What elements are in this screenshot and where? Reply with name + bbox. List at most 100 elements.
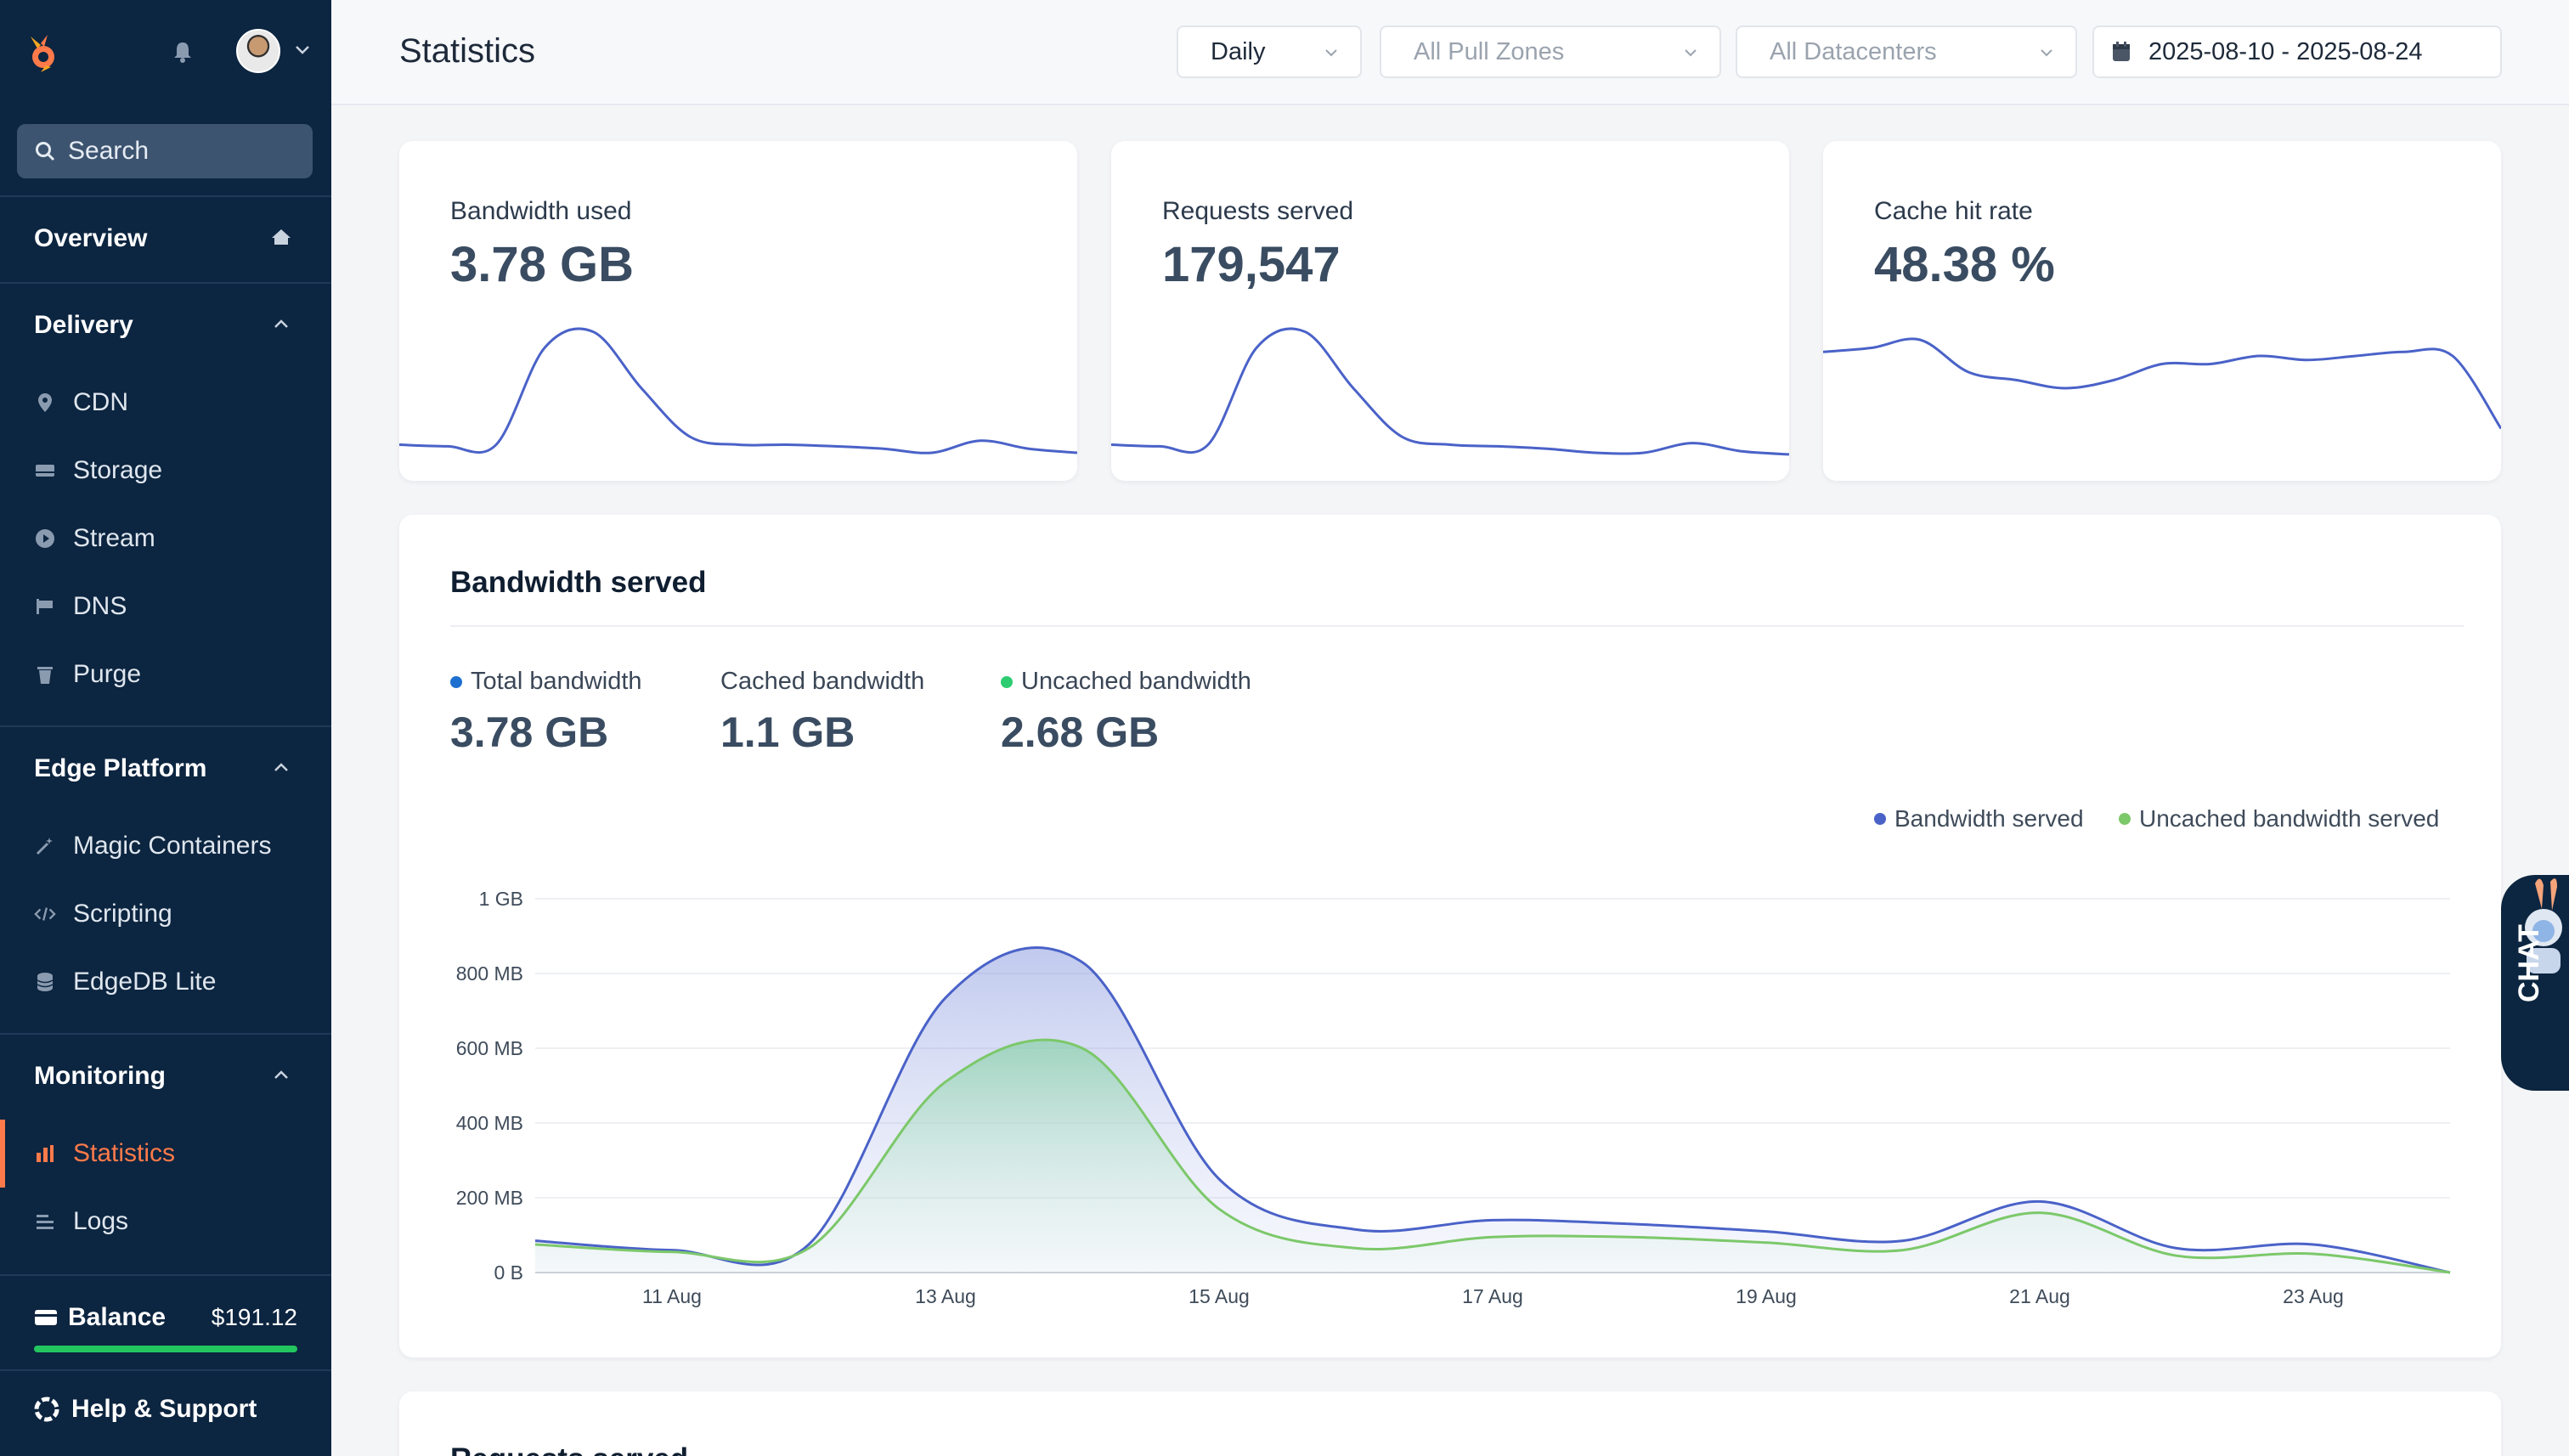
sidebar-item-edgedb-lite[interactable]: EdgeDB Lite	[34, 962, 216, 1002]
datacenters-select[interactable]: All Datacenters	[1736, 25, 2077, 78]
sidebar: Search Overview Delivery CDN Storage Str…	[0, 0, 331, 1456]
list-icon	[34, 1211, 56, 1233]
sidebar-item-label: Storage	[73, 456, 163, 484]
metric-label-row: Total bandwidth	[450, 668, 642, 696]
interval-value: Daily	[1211, 37, 1266, 65]
code-icon	[34, 903, 56, 925]
sidebar-item-dns[interactable]: DNS	[34, 586, 127, 627]
search-input[interactable]: Search	[17, 124, 313, 178]
interval-select[interactable]: Daily	[1177, 25, 1362, 78]
stat-label: Cache hit rate	[1874, 197, 2033, 225]
sidebar-item-storage[interactable]: Storage	[34, 450, 162, 491]
page-title: Statistics	[399, 32, 536, 70]
chat-label: CHAT	[2513, 924, 2545, 1002]
chevron-down-icon[interactable]	[292, 39, 313, 59]
x-tick-label: 23 Aug	[2283, 1285, 2344, 1307]
pull-zones-value: All Pull Zones	[1414, 37, 1565, 65]
sidebar-item-overview[interactable]: Overview	[34, 224, 148, 252]
chevron-down-icon	[1325, 49, 1337, 57]
section-monitoring[interactable]: Monitoring	[34, 1062, 166, 1090]
metric-label: Cached bandwidth	[720, 668, 925, 695]
sidebar-item-label: DNS	[73, 592, 127, 620]
wand-icon	[34, 835, 56, 857]
balance-row[interactable]: Balance $191.12	[34, 1303, 297, 1332]
x-tick-label: 15 Aug	[1189, 1285, 1250, 1307]
sidebar-item-stream[interactable]: Stream	[34, 518, 155, 559]
bandwidth-chart: 0 B 200 MB 400 MB 600 MB 800 MB 1 GB 11 Aug 13…	[456, 888, 2451, 1307]
user-avatar[interactable]	[236, 29, 280, 73]
cache-hit-sparkline	[1823, 337, 2501, 430]
balance-value: $191.12	[211, 1304, 297, 1330]
y-tick-label: 800 MB	[456, 962, 523, 985]
balance-label: Balance	[68, 1303, 167, 1331]
sidebar-item-label: Purge	[73, 660, 142, 688]
x-tick-label: 17 Aug	[1462, 1285, 1523, 1307]
search-placeholder: Search	[68, 137, 150, 165]
panel-title: Requests served	[450, 1442, 688, 1456]
pull-zones-select[interactable]: All Pull Zones	[1380, 25, 1721, 78]
y-tick-label: 200 MB	[456, 1187, 523, 1209]
chevron-up-icon[interactable]	[268, 311, 294, 336]
datacenters-value: All Datacenters	[1770, 37, 1937, 65]
sidebar-item-magic-containers[interactable]: Magic Containers	[34, 826, 271, 866]
stat-value: 3.78 GB	[450, 237, 634, 292]
sidebar-item-scripting[interactable]: Scripting	[34, 894, 172, 934]
top-header: Statistics Daily All Pull Zones All Data…	[331, 0, 2569, 105]
series-line-uncached	[534, 1038, 2451, 1274]
series-line-bandwidth	[534, 946, 2451, 1274]
chevron-down-icon	[2041, 49, 2052, 57]
sidebar-item-logs[interactable]: Logs	[34, 1201, 128, 1242]
trash-icon	[34, 663, 56, 686]
requests-sparkline	[1111, 327, 1789, 456]
database-icon	[34, 971, 56, 993]
stat-value: 179,547	[1162, 237, 1341, 292]
chevron-down-icon	[1685, 49, 1697, 57]
sidebar-item-label: EdgeDB Lite	[73, 968, 217, 996]
bunny-logo-icon[interactable]	[22, 31, 65, 74]
sparkline-path	[1823, 337, 2501, 430]
legend-label: Uncached bandwidth served	[2139, 805, 2440, 832]
x-tick-label: 11 Aug	[642, 1285, 702, 1307]
bandwidth-sparkline	[399, 327, 1077, 454]
series-area-uncached	[535, 1040, 2450, 1273]
search-icon	[36, 142, 55, 161]
divider	[0, 725, 331, 727]
sidebar-item-purge[interactable]: Purge	[34, 654, 141, 695]
sparkline-path	[1111, 327, 1789, 456]
balance-progress-bar	[34, 1346, 297, 1352]
chevron-up-icon[interactable]	[268, 1062, 294, 1087]
play-icon	[34, 528, 56, 550]
section-edge-platform[interactable]: Edge Platform	[34, 754, 207, 782]
lifebuoy-icon	[34, 1397, 59, 1422]
legend-dot-icon	[2119, 813, 2131, 825]
metric-cached-bandwidth: Cached bandwidth 1.1 GB	[720, 668, 924, 757]
credit-card-icon	[35, 1310, 57, 1325]
chevron-up-icon[interactable]	[268, 754, 294, 780]
legend-uncached-bandwidth[interactable]: Uncached bandwidth served	[2119, 805, 2439, 832]
active-indicator	[0, 1120, 5, 1188]
sidebar-item-cdn[interactable]: CDN	[34, 382, 128, 423]
help-label: Help & Support	[71, 1395, 257, 1423]
stat-card-requests: Requests served 179,547	[1111, 141, 1789, 481]
sidebar-item-statistics[interactable]: Statistics	[34, 1133, 175, 1174]
stat-card-bandwidth: Bandwidth used 3.78 GB	[399, 141, 1077, 481]
date-range-picker[interactable]: 2025-08-10 - 2025-08-24	[2092, 25, 2502, 78]
sidebar-item-label: Magic Containers	[73, 832, 272, 860]
section-delivery[interactable]: Delivery	[34, 311, 133, 339]
requests-served-panel: Requests served	[399, 1391, 2501, 1456]
sidebar-item-label: Logs	[73, 1207, 129, 1235]
chat-widget-button[interactable]	[2501, 875, 2569, 1091]
sidebar-item-label: Stream	[73, 524, 155, 552]
metric-value: 1.1 GB	[720, 708, 855, 756]
x-axis: 11 Aug 13 Aug 15 Aug 17 Aug 19 Aug 21 Aug 23 A…	[642, 1285, 2344, 1307]
divider	[0, 1274, 331, 1276]
notification-bell-icon[interactable]	[170, 39, 195, 65]
help-support-link[interactable]: Help & Support	[34, 1395, 257, 1424]
flag-icon	[34, 595, 56, 618]
series-area-bandwidth	[535, 947, 2450, 1273]
sidebar-item-label: CDN	[73, 388, 128, 416]
metric-value: 3.78 GB	[450, 708, 609, 756]
sparkline-path	[399, 327, 1077, 454]
legend-bandwidth-served[interactable]: Bandwidth served	[1874, 805, 2084, 832]
sidebar-item-label: Scripting	[73, 900, 172, 928]
